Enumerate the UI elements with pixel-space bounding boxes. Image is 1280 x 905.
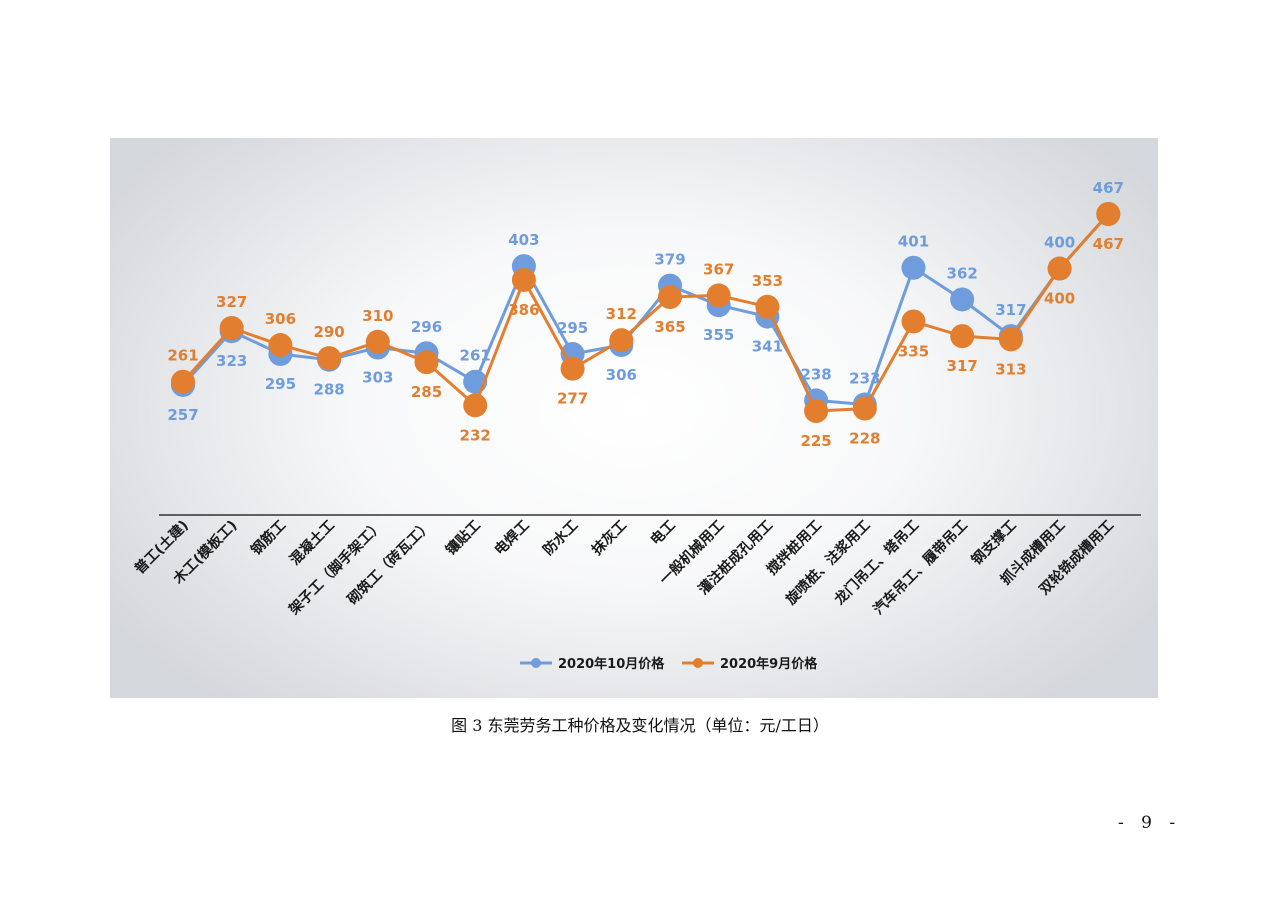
- data-label-series2-17: 313: [995, 360, 1026, 378]
- data-point-series2-18: [1047, 256, 1072, 281]
- data-point-series2-12: [755, 294, 780, 319]
- data-label-series2-15: 335: [898, 342, 929, 360]
- data-point-series2-15: [901, 309, 926, 334]
- data-label-series1-13: 238: [800, 365, 831, 383]
- data-label-series1-18: 400: [1044, 234, 1075, 252]
- data-label-series2-8: 277: [557, 390, 588, 408]
- data-point-series2-10: [658, 285, 682, 310]
- data-point-series2-9: [609, 328, 634, 353]
- page-number: - 9 -: [1118, 813, 1182, 833]
- legend-item-1: 2020年10月价格: [520, 656, 665, 672]
- data-label-series1-3: 288: [313, 381, 344, 399]
- data-point-series1-15: [901, 255, 926, 280]
- data-label-series2-16: 317: [947, 357, 978, 375]
- data-label-series1-19: 467: [1093, 179, 1124, 197]
- data-point-series2-19: [1096, 202, 1121, 226]
- data-label-series1-8: 295: [557, 319, 588, 337]
- x-tick-label-3: 混凝土工: [286, 517, 338, 569]
- data-point-series2-5: [414, 350, 439, 375]
- line-chart: 257 261 323 327 295 306 288 290 303 310 296 285 261 2…: [131, 179, 1141, 672]
- data-point-series2-6: [463, 393, 488, 418]
- data-label-series1-5: 296: [411, 318, 442, 336]
- data-label-series1-4: 303: [362, 369, 393, 387]
- x-tick-label-9: 抹灰工: [588, 517, 630, 559]
- x-tick-label-15: 龙门吊工、塔吊工: [830, 517, 922, 609]
- legend-label-1: 2020年10月价格: [558, 656, 665, 672]
- data-label-series1-2: 295: [265, 375, 296, 393]
- chart-panel: 257 261 323 327 295 306 288 290 303 310 296 285 261 2…: [110, 138, 1158, 698]
- data-label-series2-2: 306: [265, 310, 296, 328]
- data-label-series2-7: 386: [508, 301, 539, 319]
- x-tick-label-14: 旋喷桩、注浆用工: [782, 517, 874, 609]
- series-line-1: [181, 213, 1110, 406]
- data-point-series2-0: [171, 369, 195, 394]
- legend-label-2: 2020年9月价格: [720, 656, 818, 672]
- legend-item-2: 2020年9月价格: [682, 656, 818, 672]
- data-label-series2-18: 400: [1044, 290, 1075, 308]
- data-label-series2-6: 232: [460, 426, 491, 444]
- data-point-series2-16: [950, 324, 975, 349]
- data-label-series2-14: 228: [849, 430, 880, 448]
- data-point-series2-7: [511, 267, 536, 292]
- data-label-series1-1: 323: [216, 352, 247, 370]
- data-point-series1-16: [950, 287, 975, 312]
- data-point-series2-3: [317, 346, 342, 371]
- data-point-series2-1: [219, 315, 244, 340]
- data-label-series2-4: 310: [362, 307, 393, 325]
- data-label-series1-16: 362: [947, 264, 978, 282]
- data-point-series2-4: [365, 329, 390, 354]
- data-point-series2-13: [804, 399, 829, 423]
- data-point-series2-14: [852, 396, 877, 421]
- data-label-series2-0: 261: [167, 347, 198, 365]
- x-tick-label-10: 电工: [647, 517, 679, 549]
- data-label-series2-10: 365: [654, 318, 685, 336]
- x-tick-label-17: 钢支撑工: [968, 517, 1020, 569]
- data-label-series1-17: 317: [995, 301, 1026, 319]
- data-label-series2-12: 353: [752, 272, 783, 290]
- data-label-series2-19: 467: [1093, 235, 1124, 253]
- x-tick-label-8: 防水工: [540, 517, 582, 559]
- data-label-series1-7: 403: [508, 231, 539, 249]
- data-label-series1-15: 401: [898, 233, 929, 251]
- x-tick-label-16: 汽车吊工、履带吊工: [870, 517, 971, 618]
- data-label-series2-9: 312: [606, 305, 637, 323]
- x-tick-label-2: 钢筋工: [248, 517, 290, 559]
- data-label-series1-12: 341: [752, 338, 783, 356]
- data-label-series1-10: 379: [654, 251, 685, 269]
- data-label-series1-9: 306: [606, 366, 637, 384]
- data-label-series2-1: 327: [216, 293, 247, 311]
- data-label-series1-14: 233: [849, 369, 880, 387]
- data-label-series2-13: 225: [800, 432, 831, 450]
- x-tick-label-4: 架子工（脚手架工）: [285, 517, 387, 619]
- data-point-series2-2: [268, 333, 293, 358]
- data-point-series2-11: [706, 283, 731, 308]
- data-label-series2-3: 290: [313, 323, 344, 341]
- data-label-series1-6: 261: [460, 347, 491, 365]
- x-tick-label-7: 电焊工: [491, 517, 533, 559]
- x-tick-label-5: 砌筑工（砖瓦工）: [343, 517, 435, 609]
- data-point-series2-8: [560, 356, 585, 381]
- data-label-series1-11: 355: [703, 326, 734, 344]
- x-tick-label-6: 镶贴工: [442, 517, 484, 559]
- legend-marker-1: [531, 658, 541, 668]
- data-label-series2-11: 367: [703, 260, 734, 278]
- legend-marker-2: [693, 658, 703, 668]
- figure-caption: 图 3 东莞劳务工种价格及变化情况（单位：元/工日）: [451, 716, 829, 735]
- data-label-series1-0: 257: [167, 406, 198, 424]
- data-label-series2-5: 285: [411, 383, 442, 401]
- data-point-series2-17: [998, 327, 1023, 352]
